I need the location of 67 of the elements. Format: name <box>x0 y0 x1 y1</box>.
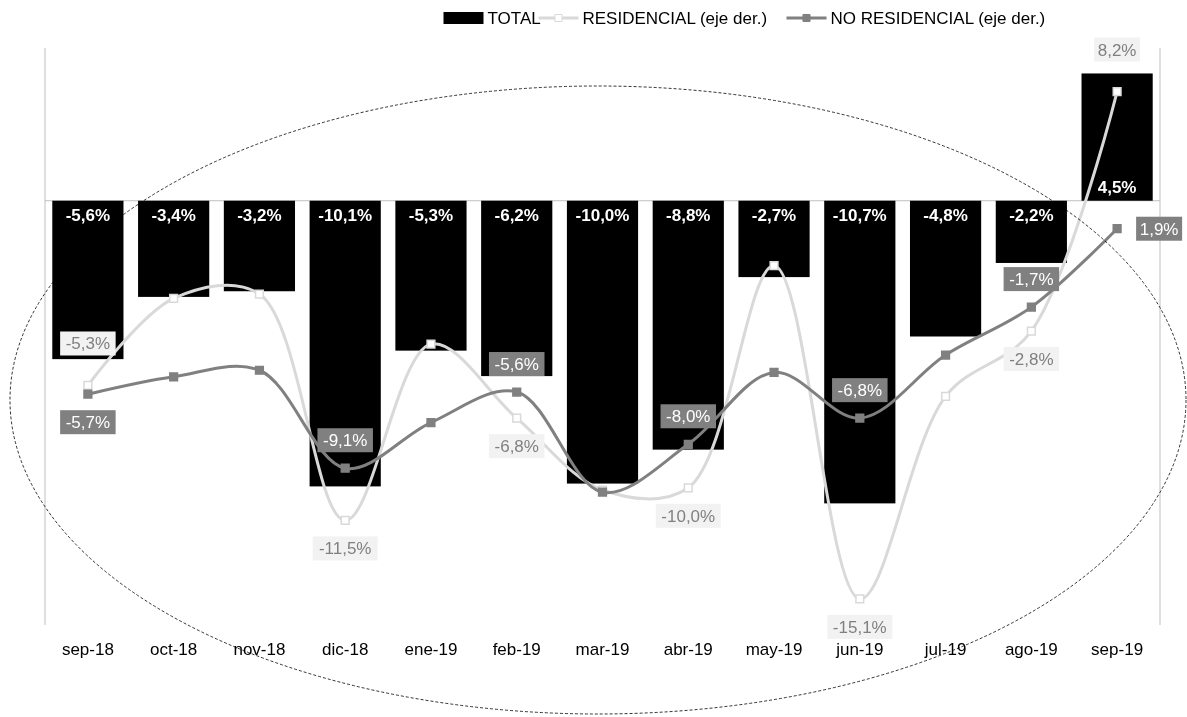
point <box>940 350 951 360</box>
point <box>340 463 350 473</box>
point <box>855 594 865 604</box>
data-label: -5,6% <box>494 355 539 375</box>
x-tick-label: dic-18 <box>322 640 369 659</box>
x-tick-label: mar-19 <box>575 640 630 659</box>
point <box>855 413 865 423</box>
data-label: -8,8% <box>666 205 711 225</box>
data-label: -6,8% <box>494 437 539 457</box>
data-label: -1,7% <box>1009 270 1054 290</box>
data-label: -8,0% <box>666 407 711 427</box>
x-tick-label: sep-18 <box>61 640 114 659</box>
data-label: -5,7% <box>65 413 111 433</box>
legend-label: NO RESIDENCIAL (eje der.) <box>830 9 1046 28</box>
point <box>83 389 93 399</box>
point <box>940 391 951 401</box>
point <box>426 417 436 428</box>
data-label: -10,0% <box>575 205 630 225</box>
point <box>1112 224 1122 234</box>
data-label: -5,3% <box>65 334 111 354</box>
data-label: -11,5% <box>318 539 372 559</box>
point <box>254 365 265 375</box>
data-label: -9,1% <box>322 431 368 451</box>
x-tick-label: nov-18 <box>233 640 286 659</box>
point <box>1026 326 1036 336</box>
x-tick-label: abr-19 <box>663 640 713 659</box>
point <box>340 515 350 526</box>
point <box>1026 302 1036 312</box>
x-tick-label: jul-19 <box>923 640 967 659</box>
data-label: -3,4% <box>151 205 196 225</box>
legend-label: TOTAL <box>487 9 541 28</box>
data-label: -3,2% <box>237 205 282 225</box>
point <box>769 367 779 378</box>
point <box>769 261 779 271</box>
x-tick-label: sep-19 <box>1091 640 1144 659</box>
x-tick-label: ago-19 <box>1004 640 1058 659</box>
data-label: 4,5% <box>1097 177 1137 197</box>
data-label: 1,9% <box>1139 219 1179 239</box>
data-label: -6,2% <box>494 205 539 225</box>
data-label: -5,3% <box>408 205 454 225</box>
x-tick-label: feb-19 <box>492 640 541 659</box>
data-label: -15,1% <box>832 617 887 637</box>
data-label: -10,7% <box>832 205 887 225</box>
point <box>1112 86 1122 97</box>
data-label: -6,8% <box>837 381 883 401</box>
data-label: -5,6% <box>65 205 111 225</box>
point <box>426 339 436 349</box>
data-label: 8,2% <box>1097 40 1137 60</box>
x-tick-label: may-19 <box>745 640 803 659</box>
data-label: -2,2% <box>1009 205 1054 225</box>
point <box>512 387 522 397</box>
data-label: -10,1% <box>318 205 373 225</box>
point <box>683 483 693 493</box>
data-label: -2,8% <box>1009 350 1054 370</box>
point <box>254 289 265 299</box>
data-label: -4,8% <box>923 205 968 225</box>
x-tick-label: ene-19 <box>404 640 458 659</box>
x-tick-label: jun-19 <box>835 640 884 659</box>
data-label: -10,0% <box>661 506 716 526</box>
legend-label: RESIDENCIAL (eje der.) <box>582 9 768 28</box>
point <box>169 293 179 304</box>
point <box>512 413 522 423</box>
point <box>83 380 93 391</box>
point <box>683 439 693 449</box>
data-label: -2,7% <box>751 205 797 225</box>
point <box>169 372 179 382</box>
x-tick-label: oct-18 <box>150 640 198 659</box>
